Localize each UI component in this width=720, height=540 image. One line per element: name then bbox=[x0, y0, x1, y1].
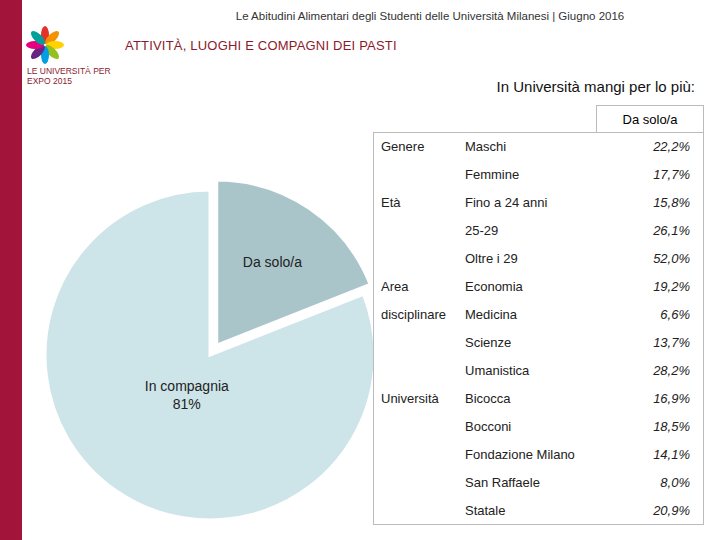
row-label: Economia bbox=[465, 273, 523, 301]
row-label: Umanistica bbox=[465, 357, 529, 385]
row-label: Maschi bbox=[465, 133, 506, 161]
row-label: Fondazione Milano bbox=[465, 441, 575, 469]
row-value: 16,9% bbox=[620, 385, 690, 413]
group-label: Università bbox=[381, 385, 459, 413]
pie bbox=[45, 180, 375, 520]
row-value: 8,0% bbox=[620, 469, 690, 497]
section-title: ATTIVITÀ, LUOGHI E COMPAGNI DEI PASTI bbox=[125, 38, 397, 53]
row-label: Oltre i 29 bbox=[465, 245, 518, 273]
row-value: 19,2% bbox=[620, 273, 690, 301]
logo-petal bbox=[29, 29, 47, 47]
row-label: Medicina bbox=[465, 301, 517, 329]
group-label: Area disciplinare bbox=[381, 273, 459, 329]
row-label: Scienze bbox=[465, 329, 511, 357]
slice-label: Da solo/a bbox=[243, 254, 302, 270]
row-label: Femmine bbox=[465, 161, 519, 189]
slice-value: 81% bbox=[173, 396, 201, 412]
group-label: Età bbox=[381, 189, 459, 217]
row-value: 28,2% bbox=[620, 357, 690, 385]
pie-slice bbox=[45, 190, 375, 520]
column-header: Da solo/a bbox=[596, 105, 704, 132]
row-value: 14,1% bbox=[620, 441, 690, 469]
row-value: 17,7% bbox=[620, 161, 690, 189]
group-label: Genere bbox=[381, 133, 459, 161]
table-caption: In Università mangi per lo più: bbox=[440, 78, 695, 95]
header-line: Le Abitudini Alimentari degli Studenti d… bbox=[150, 10, 710, 22]
row-label: Fino a 24 anni bbox=[465, 189, 547, 217]
row-label: 25-29 bbox=[465, 217, 498, 245]
row-label: San Raffaele bbox=[465, 469, 540, 497]
row-label: Bocconi bbox=[465, 413, 511, 441]
row-value: 15,8% bbox=[620, 189, 690, 217]
row-value: 22,2% bbox=[620, 133, 690, 161]
logo-text: LE UNIVERSITÀ PEREXPO 2015 bbox=[27, 66, 111, 86]
row-label: Bicocca bbox=[465, 385, 511, 413]
slice-label: In compagnia bbox=[145, 378, 229, 394]
row-label: Statale bbox=[465, 497, 505, 525]
row-value: 18,5% bbox=[620, 413, 690, 441]
row-value: 6,6% bbox=[620, 301, 690, 329]
logo: LE UNIVERSITÀ PEREXPO 2015 bbox=[26, 26, 111, 86]
table-frame bbox=[373, 132, 704, 525]
row-value: 13,7% bbox=[620, 329, 690, 357]
row-value: 52,0% bbox=[620, 245, 690, 273]
row-value: 26,1% bbox=[620, 217, 690, 245]
row-value: 20,9% bbox=[620, 497, 690, 525]
side-band bbox=[0, 0, 22, 540]
